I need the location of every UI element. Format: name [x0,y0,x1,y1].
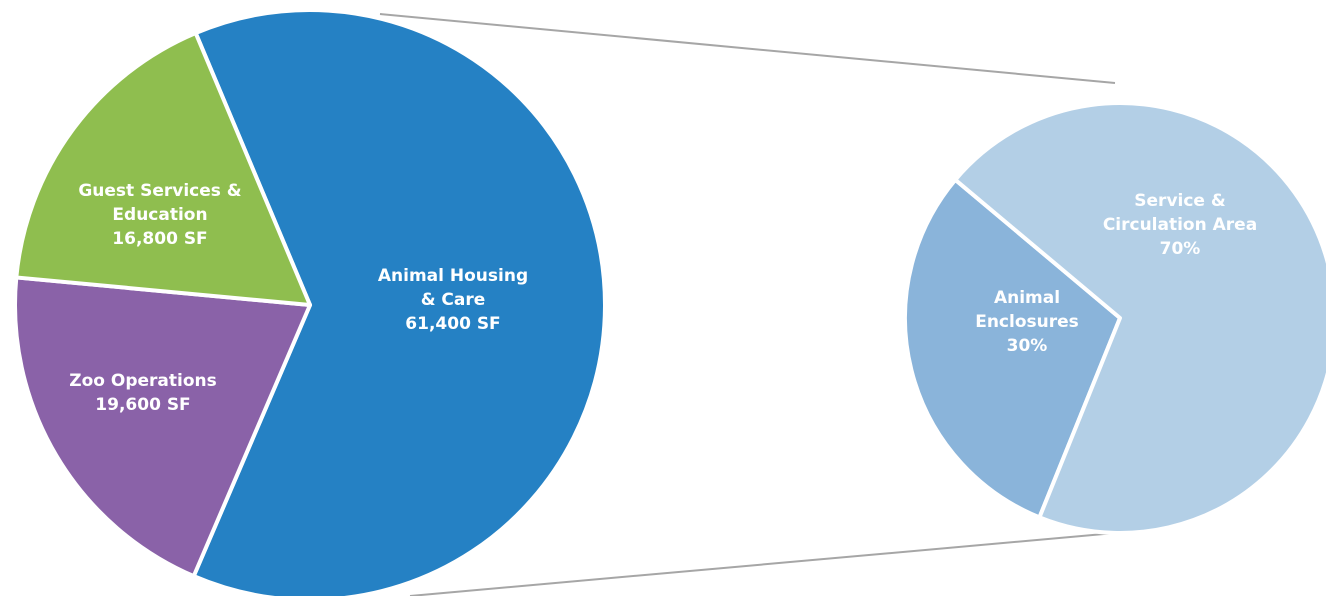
slice-label: Service & Circulation Area 70% [1095,189,1265,261]
pie-slice [903,177,1122,520]
slice-value: 70% [1159,239,1201,259]
slice-value: 19,600 SF [95,395,191,415]
slice-label: Zoo Operations 19,600 SF [43,369,243,417]
slice-category: Service & Circulation Area [1102,191,1258,235]
slice-value: 30% [1006,336,1048,356]
slice-category: Guest Services & Education [78,181,242,225]
slice-label: Animal Housing & Care 61,400 SF [373,264,533,336]
slice-value: 61,400 SF [405,314,501,334]
connector-line [379,13,1116,84]
pie-slice [13,275,312,579]
slice-label: Guest Services & Education 16,800 SF [75,179,245,251]
slice-label: Animal Enclosures 30% [967,286,1087,358]
slice-category: Animal Housing & Care [377,266,529,310]
slice-category: Animal Enclosures [975,288,1079,332]
connector-line [409,532,1116,596]
slice-value: 16,800 SF [112,229,208,249]
slice-category: Zoo Operations [69,371,217,391]
pie-slice [191,8,607,596]
pie-slice [14,31,312,307]
pie-slice [953,101,1326,535]
